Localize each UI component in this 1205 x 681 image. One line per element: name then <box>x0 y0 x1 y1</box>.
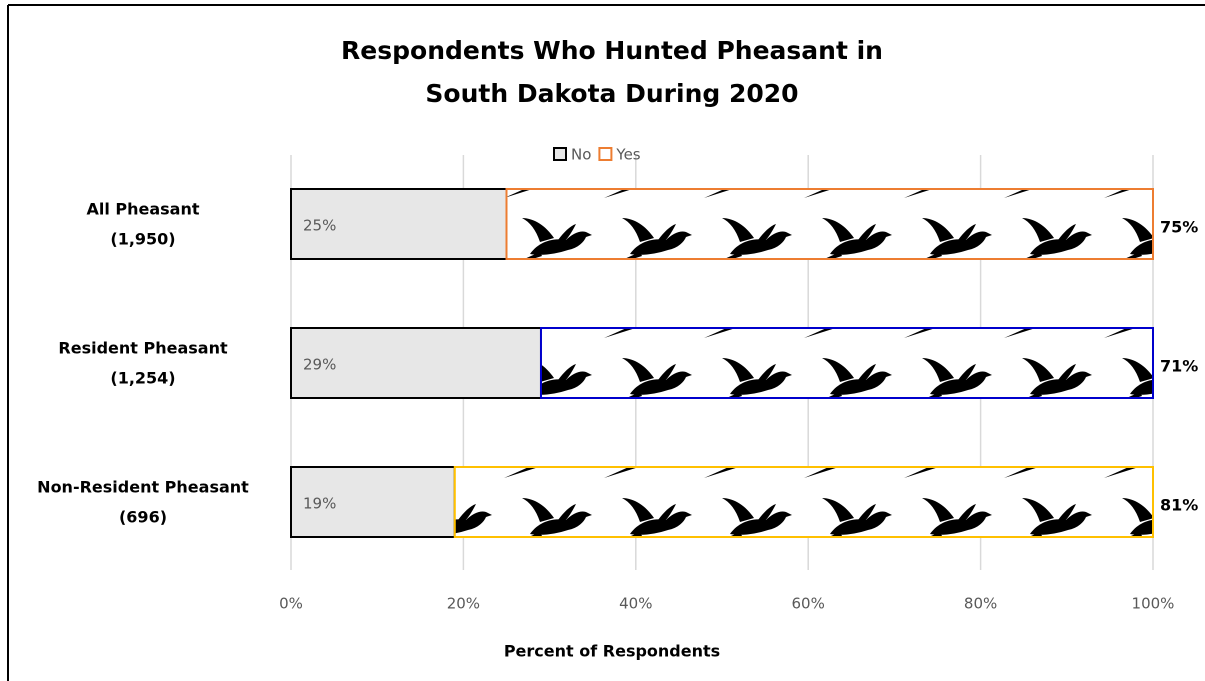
data-label: 71% <box>1160 357 1198 376</box>
x-tick-label: 40% <box>619 595 652 613</box>
y-tick-label: (696) <box>119 508 167 527</box>
bar <box>290 327 542 399</box>
bar <box>290 188 508 260</box>
y-tick-label: Non-Resident Pheasant <box>37 478 249 497</box>
legend-swatch <box>553 147 567 161</box>
bar <box>453 466 1154 538</box>
x-tick-label: 80% <box>964 595 997 613</box>
x-axis-title: Percent of Respondents <box>504 642 720 661</box>
data-label: 25% <box>303 217 336 235</box>
bar <box>539 327 1154 399</box>
data-label: 81% <box>1160 496 1198 515</box>
bar <box>505 188 1154 260</box>
y-tick-label: Resident Pheasant <box>58 339 228 358</box>
x-tick-label: 100% <box>1132 595 1175 613</box>
data-label: 29% <box>303 356 336 374</box>
legend-label: Yes <box>615 146 640 164</box>
legend-label: No <box>571 146 591 164</box>
chart-title: South Dakota During 2020 <box>425 79 798 108</box>
data-label: 19% <box>303 495 336 513</box>
y-tick-label: (1,950) <box>110 230 175 249</box>
legend-swatch <box>598 147 613 161</box>
data-label: 75% <box>1160 218 1198 237</box>
x-tick-label: 60% <box>792 595 825 613</box>
x-tick-label: 0% <box>279 595 303 613</box>
x-tick-label: 20% <box>447 595 480 613</box>
chart-title: Respondents Who Hunted Pheasant in <box>341 36 883 65</box>
y-tick-label: (1,254) <box>110 369 175 388</box>
y-tick-label: All Pheasant <box>86 200 199 219</box>
